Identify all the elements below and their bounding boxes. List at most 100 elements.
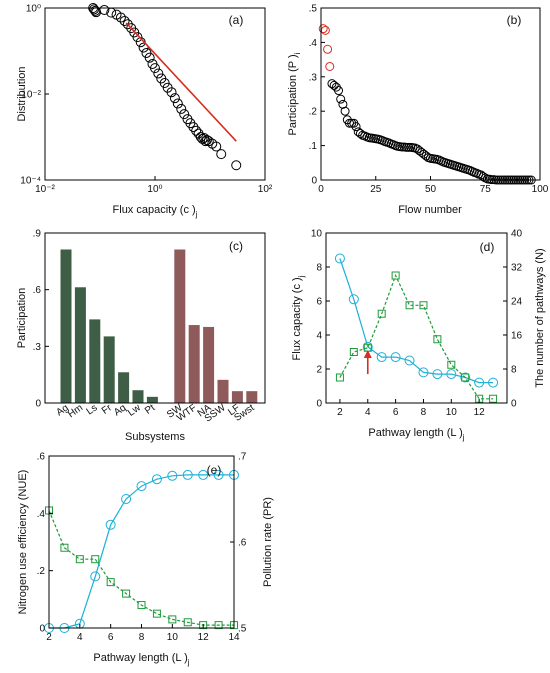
panel-d-ylabel-left: Flux capacity (c )j bbox=[291, 275, 306, 360]
panel-d-xtick-5-label: 12 bbox=[474, 407, 486, 418]
panel-b-point-27 bbox=[377, 135, 387, 145]
panel-c-category-hm: Hm bbox=[66, 402, 85, 420]
panel-a-xlabel-subscript: j bbox=[195, 210, 198, 219]
panel-a-point-19 bbox=[153, 68, 164, 79]
panel-e-xtick-5-label: 12 bbox=[198, 632, 210, 643]
panel-e-ytick-left-1-label: .2 bbox=[37, 566, 46, 577]
panel-d-series-1-point-8 bbox=[447, 360, 456, 369]
panel-b-point-9 bbox=[338, 99, 348, 109]
panel-b-xtick-4-label: 100 bbox=[532, 184, 549, 195]
panel-e-ylabel-right: Pollution rate (PR) bbox=[262, 497, 274, 587]
panel-b-point-2 bbox=[323, 44, 333, 54]
panel-b-xlabel: Flow number bbox=[398, 204, 462, 216]
panel-a-point-7 bbox=[115, 12, 126, 23]
panel-e-series-1-point-5 bbox=[121, 494, 132, 504]
panel-b-ytick-2-label: .2 bbox=[309, 107, 318, 118]
panel-d-arrow-head bbox=[363, 350, 372, 358]
panel-a-point-24 bbox=[169, 93, 180, 104]
panel-c-xlabel: Subsystems bbox=[125, 431, 185, 443]
panel-b-ytick-4-label: .4 bbox=[309, 38, 318, 49]
panel-d-xtick-2-label: 6 bbox=[393, 407, 399, 418]
panel-d-series-0-point-3 bbox=[376, 352, 387, 363]
panel-d-xtick-1-label: 4 bbox=[365, 407, 371, 418]
panel-d-series-0-point-6 bbox=[418, 367, 429, 378]
panel-a-point-18 bbox=[150, 63, 160, 74]
panel-c-category-lf: LF bbox=[226, 402, 242, 418]
panel-d-ytick-left-2-label: 4 bbox=[316, 331, 322, 342]
panel-b-label: (b) bbox=[507, 13, 522, 27]
panel-d-series-1-point-9 bbox=[461, 373, 470, 382]
panel-e-xtick-4-label: 10 bbox=[167, 632, 179, 643]
panel-c-label: (c) bbox=[229, 239, 243, 253]
panel-b-point-38 bbox=[401, 142, 411, 152]
panel-a-point-12 bbox=[132, 32, 143, 43]
panel-d-xtick-0-label: 2 bbox=[337, 407, 343, 418]
panel-e-series-1-point-4 bbox=[105, 519, 116, 530]
panel-e-series-1-point-11 bbox=[213, 469, 224, 480]
panel-e-series-1-point-6 bbox=[136, 481, 147, 492]
panel-e-series-0-point-4 bbox=[106, 578, 115, 587]
panel-e-xtick-2-label: 6 bbox=[108, 632, 114, 643]
panel-a-point-16 bbox=[144, 52, 155, 63]
panel-b-xtick-2-label: 50 bbox=[425, 184, 437, 195]
panel-e-series-1-point-3 bbox=[90, 571, 101, 582]
panel-e-series-1-point-7 bbox=[151, 474, 162, 485]
panel-b-ytick-1-label: .1 bbox=[309, 141, 318, 152]
panel-b-point-0 bbox=[318, 24, 328, 34]
panel-a-xtick-2-label: 10² bbox=[258, 184, 273, 195]
panel-d-ytick-left-4-label: 8 bbox=[316, 263, 322, 274]
panel-d-ylabel-left-subscript: j bbox=[297, 275, 306, 278]
panel-e-ytick-right-2-label: .7 bbox=[238, 452, 247, 463]
panel-d-ytick-right-1-label: 8 bbox=[511, 365, 517, 376]
panel-a-point-38 bbox=[203, 136, 214, 147]
panel-d-xlabel-subscript: j bbox=[462, 433, 465, 442]
panel-d-series-1-point-0 bbox=[335, 373, 344, 382]
panel-e-series-0-point-8 bbox=[168, 615, 177, 624]
panel-a-point-34 bbox=[197, 133, 208, 144]
panel-c-ytick-1-label: .3 bbox=[33, 342, 42, 353]
panel-c-bar-lf bbox=[231, 391, 243, 404]
panel-b-ylabel-subscript: i bbox=[293, 52, 302, 54]
panel-c-ylabel: Participation bbox=[16, 288, 28, 349]
panel-c-bar-ag bbox=[60, 249, 72, 404]
panel-e-ytick-left-3-label: .6 bbox=[37, 452, 46, 463]
panel-b-point-74 bbox=[480, 173, 490, 183]
panel-e-xtick-0-label: 2 bbox=[46, 632, 52, 643]
panel-c-category-lw: Lw bbox=[126, 402, 143, 419]
panel-b-point-42 bbox=[410, 143, 420, 153]
panel-a-ytick-0-label: 10⁻⁴ bbox=[20, 176, 41, 187]
panel-d-series-1-line bbox=[339, 273, 494, 400]
panel-e-ylabel-left: Nitrogen use efficiency (NUE) bbox=[17, 470, 29, 615]
panel-d-ytick-left-0-label: 0 bbox=[316, 399, 322, 410]
panel-e-xtick-3-label: 8 bbox=[139, 632, 145, 643]
panel-e-ytick-left-2-label: .4 bbox=[37, 509, 46, 520]
panel-b-ytick-5-label: .5 bbox=[309, 4, 318, 15]
panel-d-series-1-point-1 bbox=[349, 348, 358, 356]
panel-e-series-0-point-5 bbox=[122, 589, 131, 598]
panel-d-series-1-point-3 bbox=[377, 309, 386, 318]
panel-c-bar-hm bbox=[74, 287, 86, 404]
panel-b-xtick-1-label: 25 bbox=[370, 184, 382, 195]
panel-c-bar-swst bbox=[246, 391, 258, 404]
panel-b-xtick-0-label: 0 bbox=[318, 184, 324, 195]
panel-b-point-32 bbox=[388, 140, 398, 150]
panel-d-series-0-point-5 bbox=[404, 355, 415, 366]
panel-d-xtick-3-label: 8 bbox=[421, 407, 427, 418]
panel-e-xtick-1-label: 4 bbox=[77, 632, 83, 643]
panel-b-point-5 bbox=[329, 80, 339, 90]
panel-d-series-1-point-7 bbox=[433, 335, 442, 344]
panel-a-point-40 bbox=[211, 141, 222, 152]
panel-a-xtick-0-label: 10⁻² bbox=[35, 184, 55, 195]
panel-d-series-1-point-6 bbox=[419, 301, 428, 310]
panel-a-ylabel: Distribution bbox=[16, 66, 28, 121]
panel-a-point-1 bbox=[89, 4, 100, 15]
panel-a-xlabel-text: Flux capacity (c ) bbox=[113, 204, 196, 216]
panel-b-point-1 bbox=[320, 25, 330, 35]
panel-d-series-0-point-0 bbox=[334, 253, 345, 264]
panel-d-ytick-right-2-label: 16 bbox=[511, 331, 523, 342]
panel-d-series-1-point-11 bbox=[489, 394, 498, 403]
panel-a-label: (a) bbox=[229, 13, 244, 27]
panel-c-bar-aq bbox=[118, 372, 130, 404]
panel-e-series-0-line bbox=[48, 510, 234, 626]
